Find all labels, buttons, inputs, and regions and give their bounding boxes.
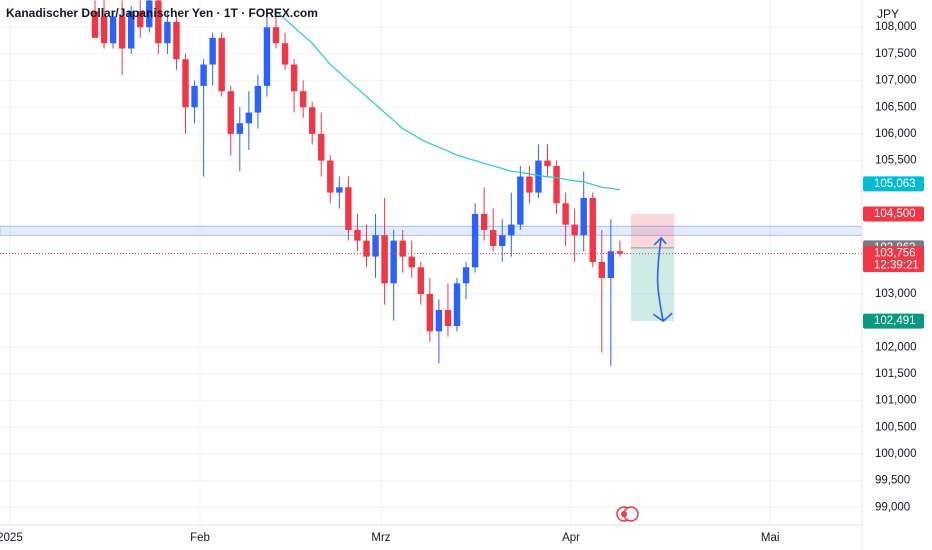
candle-body [553, 165, 560, 204]
candle-body [508, 224, 515, 236]
price-countdown: 12:39:21 [874, 260, 919, 272]
y-tick-label: 102,000 [875, 341, 917, 353]
candle-body [118, 16, 126, 49]
candle-body [462, 267, 470, 284]
candle-body [354, 229, 361, 241]
event-flag [616, 506, 639, 522]
candle-body [218, 37, 225, 92]
candle-body [562, 203, 569, 225]
candle-body [399, 240, 406, 257]
y-tick-label: 99,500 [875, 475, 910, 487]
price-tag [863, 313, 924, 329]
y-tick-label: 107,000 [875, 75, 917, 87]
candle-body [254, 85, 262, 113]
candle-body [236, 123, 243, 134]
x-tick-label: 2025 [0, 532, 23, 544]
candle-body [535, 160, 542, 193]
price-tag-label: 103,756 [874, 248, 916, 260]
stop-zone [630, 213, 675, 248]
candle-body [607, 251, 615, 278]
candle-body [227, 91, 234, 134]
candle-body [100, 16, 108, 44]
candle-body [616, 251, 624, 254]
candle-body [381, 235, 388, 284]
candle-body [155, 0, 162, 44]
candle-body [589, 197, 596, 262]
x-tick-label: Apr [562, 532, 580, 544]
candle-body [290, 64, 298, 92]
price-tag-label: 104,500 [874, 208, 916, 220]
candle-body [426, 293, 434, 332]
candle-body [109, 16, 117, 44]
candle-body [318, 133, 325, 161]
x-tick-label: Mrz [371, 532, 390, 544]
candle-body [164, 21, 171, 44]
candle-body [435, 309, 443, 332]
candle-body [471, 213, 479, 268]
price-tag [863, 246, 924, 273]
candle-body [490, 229, 497, 246]
candle-body [272, 27, 280, 44]
y-tick-label: 103,000 [875, 288, 917, 300]
candle-body [453, 283, 461, 326]
candle-body [281, 43, 289, 65]
candle-body [580, 197, 587, 236]
candle-body [544, 160, 551, 166]
y-tick-label: 106,000 [875, 128, 917, 140]
candle-body [146, 0, 153, 28]
y-tick-label: 99,000 [875, 501, 910, 513]
candle-body [372, 235, 379, 257]
target-zone [630, 247, 675, 322]
x-tick-label: Feb [190, 532, 210, 544]
candle-body [480, 213, 488, 230]
grid [0, 0, 862, 525]
currency: JPY [877, 7, 899, 21]
candle-body [209, 37, 216, 65]
candle-body [191, 85, 198, 108]
candle-body [128, 11, 135, 49]
chart-title: Kanadischer Dollar/Japanischer Yen · 1T … [6, 6, 318, 20]
price-tag-label: 105,063 [874, 178, 916, 190]
horizontal-band [0, 225, 863, 236]
candle-body [444, 309, 452, 326]
arrow [652, 236, 673, 323]
candle-body [345, 187, 352, 230]
candle-body [173, 21, 180, 60]
y-tick-label: 101,000 [875, 395, 917, 407]
candle-body [408, 256, 415, 268]
price-tag [863, 206, 924, 222]
moving-average [275, 10, 621, 191]
candle-body [571, 224, 578, 236]
candle-body [327, 160, 334, 193]
plot [0, 0, 863, 367]
y-tick-label: 100,500 [875, 421, 917, 433]
x-tick-label: Mai [761, 532, 780, 544]
price-tag [863, 176, 924, 192]
candle-body [200, 64, 207, 86]
candle-body [417, 267, 424, 294]
candle-body [137, 11, 144, 28]
candle-body [299, 91, 307, 108]
candle-body [499, 235, 506, 246]
candle-body [598, 261, 605, 278]
candle-body [526, 176, 533, 193]
candle-body [363, 240, 370, 257]
candle-body [263, 27, 271, 86]
y-tick-label: 101,500 [875, 368, 917, 380]
y-tick-label: 100,000 [875, 448, 917, 460]
price-tag-label: 102,491 [874, 315, 916, 327]
candle-body [91, 11, 99, 38]
candle-body [309, 107, 316, 134]
y-tick-label: 107,500 [875, 48, 917, 60]
candle-body [517, 176, 524, 225]
candle-body [336, 187, 343, 193]
y-tick-label: 108,000 [875, 21, 917, 33]
y-tick-label: 105,500 [875, 155, 917, 167]
y-tick-label: 106,500 [875, 101, 917, 113]
candle-body [182, 59, 189, 108]
candle-body [390, 240, 397, 284]
candle-body [245, 112, 253, 124]
